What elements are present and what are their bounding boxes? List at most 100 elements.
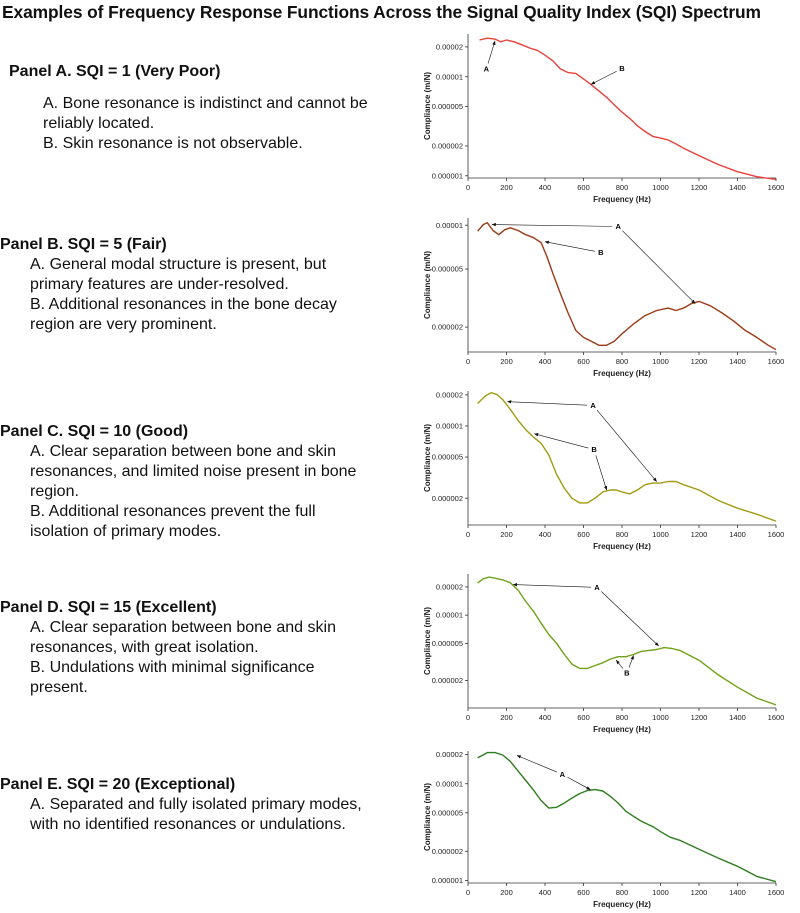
panel-c-text: Panel C. SQI = 10 (Good) A. Clear separat… xyxy=(0,422,410,542)
note-line: A. Bone resonance is indistinct and cann… xyxy=(43,95,368,112)
x-tick-label: 400 xyxy=(539,357,552,366)
x-tick-label: 800 xyxy=(616,183,629,192)
x-axis-label: Frequency (Hz) xyxy=(593,725,651,734)
y-tick-label: 0.000002 xyxy=(432,494,463,503)
x-tick-label: 400 xyxy=(539,888,552,897)
note-line: A. General modal structure is present, b… xyxy=(30,256,327,273)
y-tick-label: 0.00001 xyxy=(436,422,463,431)
x-tick-label: 1600 xyxy=(768,183,785,192)
annotation-arrow xyxy=(491,222,613,227)
y-tick-label: 0.000001 xyxy=(432,171,463,180)
x-tick-label: 600 xyxy=(577,713,590,722)
x-tick-label: 0 xyxy=(466,713,470,722)
annotation-arrow xyxy=(601,591,659,647)
y-tick-label: 0.00002 xyxy=(436,390,463,399)
x-axis-label: Frequency (Hz) xyxy=(593,195,651,204)
x-tick-label: 1600 xyxy=(768,888,785,897)
x-tick-label: 1200 xyxy=(691,888,708,897)
y-tick-label: 0.00002 xyxy=(436,43,463,52)
chart-panel-e: 0 200 400 600 800 1000 1200 1400 1600 0.000001 0.0… xyxy=(423,750,785,909)
annotation-arrow xyxy=(567,776,591,790)
y-tick-label: 0.000001 xyxy=(432,876,463,885)
x-tick-label: 400 xyxy=(539,183,552,192)
note-line: resonances, with great isolation. xyxy=(30,639,259,656)
chart-panel-a: 0 200 400 600 800 1000 1200 1400 1600 0.000001 0.0… xyxy=(423,34,785,204)
y-tick-label: 0.000002 xyxy=(432,847,463,856)
panel-note: A. Separated and fully isolated primary … xyxy=(0,795,410,835)
x-tick-label: 1400 xyxy=(729,530,746,539)
annotation-label: A xyxy=(594,583,600,592)
x-tick-label: 1200 xyxy=(691,713,708,722)
panel-heading: Panel B. SQI = 5 (Fair) xyxy=(0,236,167,253)
x-tick-label: 1400 xyxy=(729,888,746,897)
note-line: B. Additional resonances in the bone dec… xyxy=(30,296,337,313)
annotation-label: A xyxy=(590,401,596,410)
frf-series-line xyxy=(477,222,777,351)
x-tick-label: 1200 xyxy=(691,357,708,366)
y-tick-label: 0.00001 xyxy=(436,72,463,81)
x-tick-label: 800 xyxy=(616,357,629,366)
y-tick-label: 0.000005 xyxy=(432,453,463,462)
x-tick-label: 800 xyxy=(616,530,629,539)
annotation-label: A xyxy=(560,770,566,779)
annotation-arrow xyxy=(507,400,588,406)
annotation-arrow xyxy=(487,40,496,64)
annotation-arrow xyxy=(622,230,696,304)
x-tick-label: 200 xyxy=(500,713,513,722)
y-axis-label: Compliance (m/N) xyxy=(423,424,432,492)
y-tick-label: 0.000005 xyxy=(432,808,463,817)
y-tick-label: 0.000002 xyxy=(432,676,463,685)
x-axis-label: Frequency (Hz) xyxy=(593,900,651,909)
x-tick-label: 1000 xyxy=(652,888,669,897)
frf-series-line xyxy=(477,751,777,883)
annotation-arrow xyxy=(544,240,595,252)
y-axis-label: Compliance (m/N) xyxy=(423,607,432,675)
chart-panel-d: 0 200 400 600 800 1000 1200 1400 1600 0.000002 0.0… xyxy=(423,574,785,734)
y-tick-label: 0.000005 xyxy=(432,639,463,648)
annotation-arrow xyxy=(596,409,657,482)
x-tick-label: 200 xyxy=(500,530,513,539)
y-tick-label: 0.00002 xyxy=(436,750,463,759)
x-tick-label: 1000 xyxy=(652,713,669,722)
note-line: with no identified resonances or undulat… xyxy=(30,816,346,833)
x-tick-label: 1600 xyxy=(768,357,785,366)
panel-note: A. Bone resonance is indistinct and cann… xyxy=(0,94,410,134)
x-axis-label: Frequency (Hz) xyxy=(593,542,651,551)
panel-note: A. Clear separation between bone and ski… xyxy=(0,442,410,502)
x-tick-label: 400 xyxy=(539,530,552,539)
y-axis-label: Compliance (m/N) xyxy=(423,72,432,140)
y-tick-label: 0.000002 xyxy=(432,142,463,151)
note-line: region are very prominent. xyxy=(30,316,217,333)
panel-note: B. Additional resonances in the bone dec… xyxy=(0,295,410,335)
annotation-label: B xyxy=(619,64,625,73)
x-tick-label: 1600 xyxy=(768,713,785,722)
x-tick-label: 1000 xyxy=(652,183,669,192)
y-axis-label: Compliance (m/N) xyxy=(423,783,432,851)
annotation-arrow xyxy=(534,433,589,449)
y-tick-label: 0.000002 xyxy=(432,323,463,332)
x-tick-label: 200 xyxy=(500,888,513,897)
annotation-label: B xyxy=(624,669,630,678)
note-line: present. xyxy=(30,679,88,696)
note-line: isolation of primary modes. xyxy=(30,523,222,540)
note-line: A. Separated and fully isolated primary … xyxy=(30,796,362,813)
frf-series-line xyxy=(477,392,777,522)
annotation-arrow xyxy=(590,70,617,85)
annotation-arrow xyxy=(615,659,624,669)
panel-heading: Panel C. SQI = 10 (Good) xyxy=(0,423,189,440)
note-line: reliably located. xyxy=(43,115,155,132)
x-tick-label: 600 xyxy=(577,530,590,539)
annotation-label: B xyxy=(598,248,604,257)
panel-note: B. Undulations with minimal significance… xyxy=(0,658,410,698)
note-line: B. Undulations with minimal significance xyxy=(30,659,315,676)
annotation-arrow xyxy=(595,455,608,491)
panel-e-text: Panel E. SQI = 20 (Exceptional) A. Separa… xyxy=(0,775,410,835)
annotation-arrow xyxy=(512,583,591,588)
x-tick-label: 1400 xyxy=(729,357,746,366)
panel-note: A. General modal structure is present, b… xyxy=(0,255,410,295)
x-tick-label: 400 xyxy=(539,713,552,722)
x-tick-label: 600 xyxy=(577,183,590,192)
annotation-arrow xyxy=(628,655,634,668)
chart-panel-b: 0 200 400 600 800 1000 1200 1400 1600 0.000002 0.0… xyxy=(423,218,785,378)
x-tick-label: 1400 xyxy=(729,183,746,192)
